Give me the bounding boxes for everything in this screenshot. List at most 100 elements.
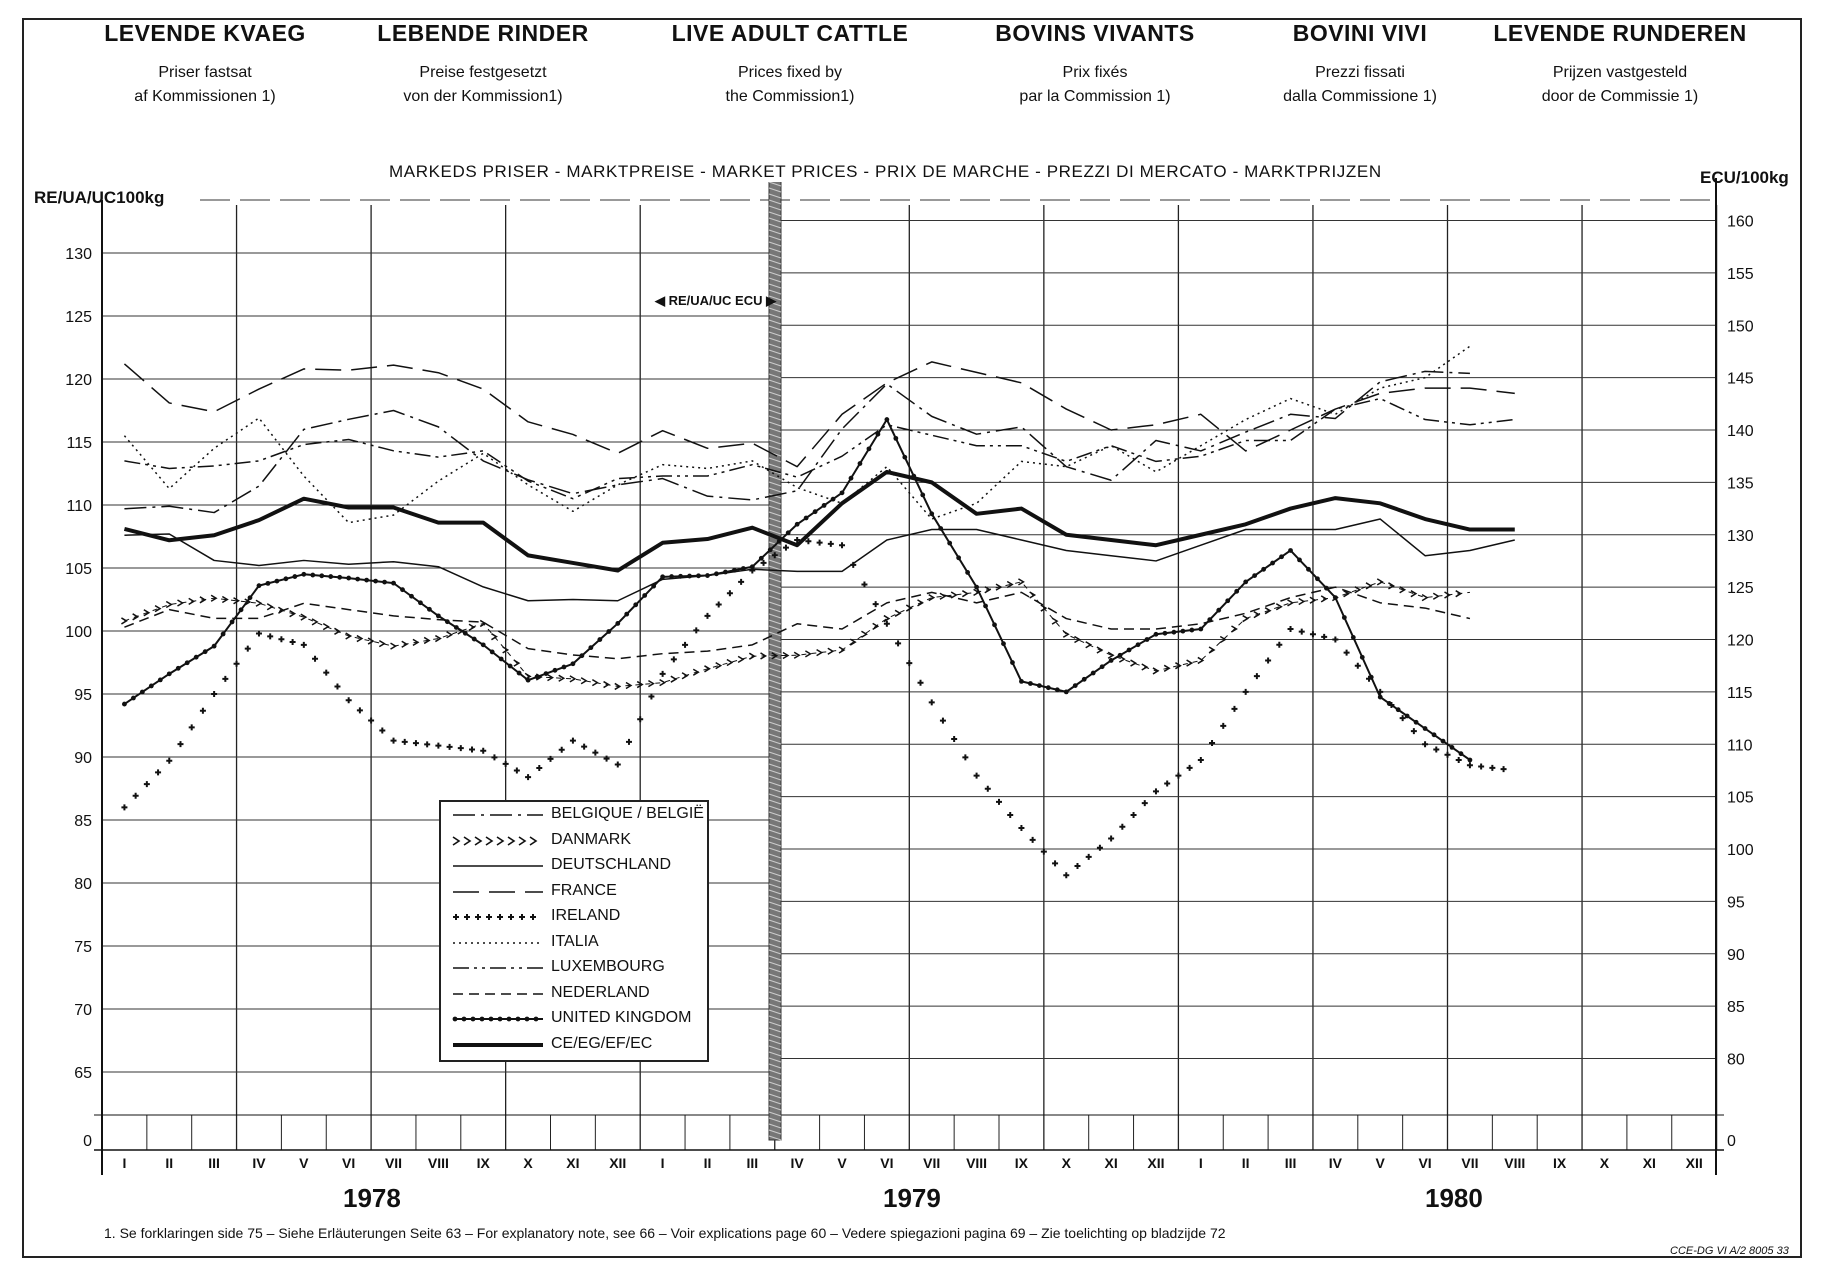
series-marker bbox=[255, 630, 262, 637]
switch-bar-hatch bbox=[768, 991, 782, 997]
series-marker bbox=[588, 645, 594, 651]
series-marker bbox=[1315, 576, 1320, 582]
switch-bar-hatch bbox=[768, 343, 782, 349]
header-subtitle-1: Prix fixés bbox=[1062, 64, 1128, 81]
series-marker bbox=[1006, 580, 1014, 589]
series-marker bbox=[1207, 617, 1213, 622]
series-marker bbox=[1253, 673, 1260, 680]
right-tick-label: 120 bbox=[1727, 633, 1754, 650]
series-marker bbox=[805, 538, 812, 545]
left-tick-label: 100 bbox=[65, 624, 92, 641]
series-line bbox=[124, 518, 1515, 602]
series-marker bbox=[491, 633, 498, 641]
series-marker bbox=[155, 769, 162, 776]
series-marker bbox=[558, 746, 565, 753]
market-prices-title: MARKEDS PRISER - MARKTPREISE - MARKET PR… bbox=[385, 162, 1386, 182]
series-marker bbox=[1163, 664, 1171, 672]
month-label: V bbox=[837, 1155, 847, 1171]
series-marker bbox=[177, 741, 184, 748]
switch-bar-hatch bbox=[768, 721, 782, 727]
series-marker bbox=[983, 603, 988, 609]
switch-bar-hatch bbox=[768, 625, 782, 631]
series-marker bbox=[715, 601, 722, 608]
series-marker bbox=[1164, 780, 1171, 787]
legend-item: UNITED KINGDOM bbox=[441, 1006, 707, 1032]
series-marker bbox=[1388, 582, 1395, 590]
switch-bar-hatch bbox=[768, 967, 782, 973]
year-label-1978: 1978 bbox=[343, 1183, 401, 1213]
series-marker bbox=[928, 593, 936, 602]
series-marker bbox=[570, 661, 576, 667]
switch-bar-hatch bbox=[768, 187, 782, 193]
series-marker bbox=[1108, 835, 1115, 842]
series-marker bbox=[1130, 811, 1137, 818]
series-marker bbox=[222, 675, 229, 682]
series-marker bbox=[229, 619, 235, 625]
switch-bar-hatch bbox=[768, 367, 782, 373]
month-label: VII bbox=[385, 1155, 402, 1171]
switch-bar-hatch bbox=[768, 787, 782, 793]
series-marker bbox=[1332, 636, 1339, 643]
header-subtitle-1: Prezzi fissati bbox=[1315, 64, 1405, 81]
series-marker bbox=[1458, 751, 1464, 757]
series-marker bbox=[917, 599, 924, 607]
series-line bbox=[123, 469, 1515, 573]
series-marker bbox=[390, 737, 397, 744]
series-marker bbox=[367, 637, 375, 645]
legend-marker bbox=[474, 835, 483, 846]
switch-bar-hatch bbox=[768, 853, 782, 859]
series-marker bbox=[435, 742, 442, 749]
switch-bar-hatch bbox=[768, 739, 782, 745]
series-marker bbox=[154, 604, 162, 613]
series-marker bbox=[1063, 689, 1069, 695]
series-marker bbox=[139, 689, 145, 695]
series-marker bbox=[1001, 641, 1006, 647]
series-marker bbox=[1051, 617, 1059, 625]
series-line bbox=[124, 397, 1515, 500]
series-marker bbox=[468, 623, 476, 631]
legend-marker bbox=[524, 1016, 530, 1022]
right-tick-label: 145 bbox=[1727, 371, 1754, 388]
month-label: IV bbox=[1329, 1155, 1343, 1171]
series-marker bbox=[1036, 683, 1042, 688]
series-marker bbox=[412, 638, 420, 646]
series-marker bbox=[1467, 757, 1473, 763]
series-marker bbox=[726, 658, 734, 667]
switch-bar-hatch bbox=[768, 523, 782, 529]
switch-bar-hatch bbox=[768, 205, 782, 211]
series-united-kingdom bbox=[122, 417, 1473, 763]
series-marker bbox=[875, 431, 881, 437]
series-marker bbox=[311, 618, 319, 626]
legend-marker bbox=[461, 1016, 467, 1022]
series-marker bbox=[782, 651, 790, 660]
series-marker bbox=[300, 641, 307, 648]
month-label: I bbox=[661, 1155, 665, 1171]
series-marker bbox=[984, 586, 992, 594]
series-marker bbox=[323, 669, 330, 676]
switch-bar-hatch bbox=[768, 943, 782, 949]
series-marker bbox=[705, 573, 710, 578]
series-marker bbox=[390, 642, 397, 650]
month-label: XII bbox=[1147, 1155, 1164, 1171]
series-marker bbox=[1234, 588, 1240, 594]
series-marker bbox=[199, 596, 207, 604]
switch-bar-hatch bbox=[768, 445, 782, 451]
month-label: IV bbox=[791, 1155, 805, 1171]
series-marker bbox=[211, 691, 218, 697]
legend-marker bbox=[518, 835, 527, 846]
series-marker bbox=[848, 475, 854, 481]
switch-bar-hatch bbox=[768, 1135, 782, 1141]
series-marker bbox=[1186, 764, 1193, 771]
switch-bar-hatch bbox=[768, 193, 782, 199]
series-marker bbox=[1019, 679, 1024, 684]
series-marker bbox=[1275, 603, 1283, 611]
switch-bar-hatch bbox=[768, 769, 782, 775]
series-marker bbox=[591, 679, 599, 687]
header-subtitle-2: the Commission1) bbox=[725, 88, 855, 105]
series-marker bbox=[603, 755, 610, 762]
series-marker bbox=[1332, 595, 1338, 600]
series-marker bbox=[1119, 823, 1126, 830]
series-marker bbox=[838, 646, 846, 654]
left-tick-label: 130 bbox=[65, 246, 92, 263]
series-marker bbox=[446, 743, 453, 750]
